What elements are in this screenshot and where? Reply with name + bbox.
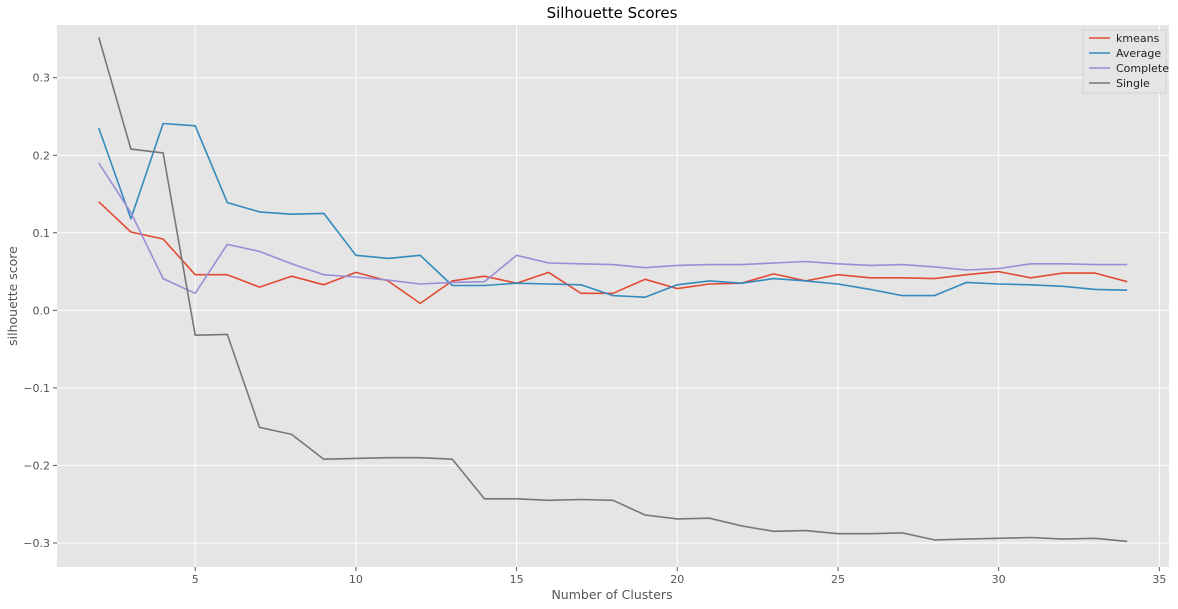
- y-tick-label: −0.2: [23, 459, 50, 472]
- x-tick-label: 30: [992, 573, 1006, 586]
- x-axis-label: Number of Clusters: [551, 587, 672, 602]
- legend-label-single: Single: [1116, 77, 1150, 90]
- legend: kmeans Average Complete Single: [1082, 29, 1169, 94]
- y-axis-label: silhouette score: [5, 246, 20, 346]
- series-line-complete: [98, 162, 1128, 295]
- legend-label-complete: Complete: [1116, 62, 1169, 75]
- chart-title: Silhouette Scores: [547, 4, 678, 22]
- y-tick-label: −0.1: [23, 382, 50, 395]
- x-tick-label: 5: [192, 573, 199, 586]
- x-tick-label: 15: [510, 573, 524, 586]
- legend-label-average: Average: [1116, 47, 1161, 60]
- series-line-single: [98, 37, 1128, 543]
- series-line-average: [98, 122, 1128, 299]
- grid-lines: [57, 25, 1169, 567]
- x-tick-label: 35: [1152, 573, 1166, 586]
- legend-label-kmeans: kmeans: [1116, 32, 1160, 45]
- y-tick-label: 0.3: [33, 72, 51, 85]
- x-tick-label: 25: [831, 573, 845, 586]
- series-layer: [98, 37, 1128, 543]
- y-tick-label: 0.1: [33, 227, 51, 240]
- axis-ticks: 5 10 15 20 25 30 35 −0.3 −0.2 −0.1 0.0 0.1 0.2 0.3: [23, 72, 1166, 586]
- y-tick-label: 0.0: [33, 304, 51, 317]
- x-tick-label: 10: [349, 573, 363, 586]
- y-tick-label: −0.3: [23, 537, 50, 550]
- x-tick-label: 20: [670, 573, 684, 586]
- legend-box: [1082, 29, 1167, 94]
- series-line-kmeans: [98, 201, 1128, 305]
- y-tick-label: 0.2: [33, 149, 51, 162]
